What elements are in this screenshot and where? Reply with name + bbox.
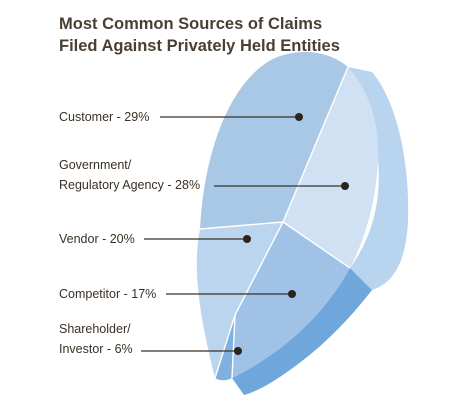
- label-government-line-2: Regulatory Agency - 28%: [59, 178, 200, 192]
- pie-body: [196, 51, 409, 395]
- label-vendor: Vendor - 20%: [59, 232, 135, 246]
- chart-title-line-2: Filed Against Privately Held Entities: [59, 37, 340, 55]
- leader-dot-customer: [295, 113, 303, 121]
- label-shareholder-line-1: Shareholder/: [59, 322, 131, 336]
- pie-slice-vendor: [196, 222, 283, 378]
- pie-slice-customer: [200, 51, 348, 229]
- label-shareholder-line-2: Investor - 6%: [59, 342, 133, 356]
- pie-side-bottom: [232, 268, 372, 395]
- leader-dot-vendor: [243, 235, 251, 243]
- pie-slice-government: [283, 67, 379, 268]
- label-customer: Customer - 29%: [59, 110, 149, 124]
- label-competitor: Competitor - 17%: [59, 287, 156, 301]
- leader-dot-shareholder: [234, 347, 242, 355]
- chart-title-line-1: Most Common Sources of Claims: [59, 15, 322, 33]
- slice-labels: Customer - 29% Government/ Regulatory Ag…: [59, 110, 200, 356]
- pie-side-right: [348, 67, 409, 290]
- leader-dot-government: [341, 182, 349, 190]
- label-government-line-1: Government/: [59, 158, 132, 172]
- leader-lines: [141, 113, 349, 355]
- leader-dot-competitor: [288, 290, 296, 298]
- pie-slice-separators: [199, 66, 351, 379]
- pie-slice-competitor: [232, 222, 350, 378]
